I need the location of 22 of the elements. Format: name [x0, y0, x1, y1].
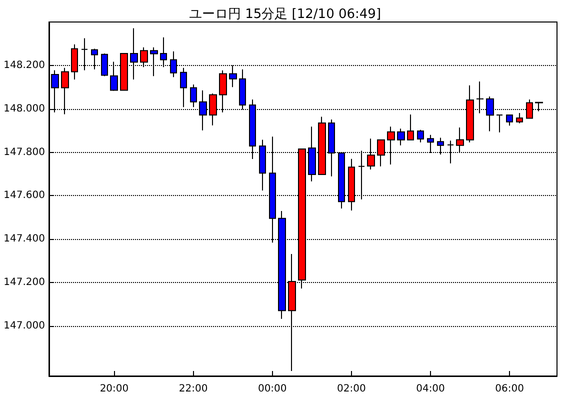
candlestick	[180, 67, 187, 108]
y-tick-label: 147.400	[4, 234, 45, 245]
candlestick	[417, 129, 424, 143]
y-tick-label: 147.200	[4, 277, 45, 288]
candlestick	[506, 114, 513, 126]
x-tick-label: 06:00	[495, 384, 524, 394]
candlestick	[407, 114, 414, 140]
x-tick-label: 04:00	[416, 384, 445, 394]
y-tick-label: 147.800	[4, 146, 45, 158]
x-tick-label: 20:00	[100, 384, 129, 394]
candlestick	[496, 114, 503, 133]
x-tick-label: 22:00	[178, 384, 208, 394]
candlestick	[190, 84, 197, 108]
y-tick-label: 147.000	[4, 320, 45, 332]
candlestick	[516, 112, 523, 124]
x-tick-label: 02:00	[337, 384, 366, 394]
y-tick-label: 148.000	[4, 103, 45, 114]
chart-title: ユーロ円 15分足 [12/10 06:49]	[188, 7, 382, 22]
x-tick-label: 00:00	[258, 384, 287, 394]
y-tick-label: 148.200	[4, 60, 45, 71]
candlestick	[397, 128, 405, 146]
y-tick-label: 147.600	[4, 190, 45, 202]
